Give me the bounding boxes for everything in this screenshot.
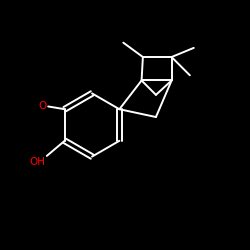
Text: O: O [39, 102, 47, 112]
Text: OH: OH [30, 157, 46, 167]
